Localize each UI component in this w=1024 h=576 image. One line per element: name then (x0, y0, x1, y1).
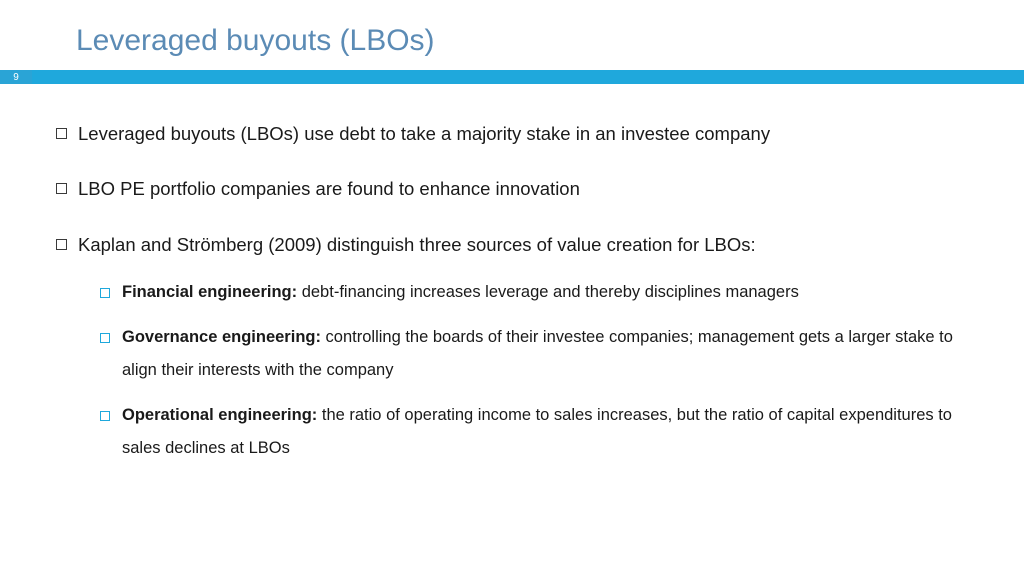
accent-bar (32, 70, 1024, 84)
bullet-text: Leveraged buyouts (LBOs) use debt to tak… (78, 123, 770, 144)
sub-list-item: Operational engineering: the ratio of op… (78, 399, 968, 465)
list-item: Kaplan and Strömberg (2009) distinguish … (56, 229, 968, 465)
sub-bullet-lead: Operational engineering: (122, 406, 317, 424)
title-area: Leveraged buyouts (LBOs) (0, 0, 1024, 70)
bullet-text: Kaplan and Strömberg (2009) distinguish … (78, 234, 756, 255)
sub-bullet-list: Financial engineering: debt-financing in… (78, 276, 968, 465)
sub-list-item: Governance engineering: controlling the … (78, 321, 968, 387)
divider-bar: 9 (0, 70, 1024, 84)
content-area: Leveraged buyouts (LBOs) use debt to tak… (0, 84, 1024, 465)
list-item: Leveraged buyouts (LBOs) use debt to tak… (56, 118, 968, 149)
page-number-badge: 9 (0, 70, 32, 84)
sub-bullet-lead: Financial engineering: (122, 283, 297, 301)
bullet-text: LBO PE portfolio companies are found to … (78, 178, 580, 199)
main-bullet-list: Leveraged buyouts (LBOs) use debt to tak… (56, 118, 968, 465)
sub-bullet-lead: Governance engineering: (122, 328, 321, 346)
sub-list-item: Financial engineering: debt-financing in… (78, 276, 968, 309)
sub-bullet-rest: debt-financing increases leverage and th… (297, 283, 799, 301)
list-item: LBO PE portfolio companies are found to … (56, 173, 968, 204)
slide-title: Leveraged buyouts (LBOs) (76, 24, 1024, 58)
